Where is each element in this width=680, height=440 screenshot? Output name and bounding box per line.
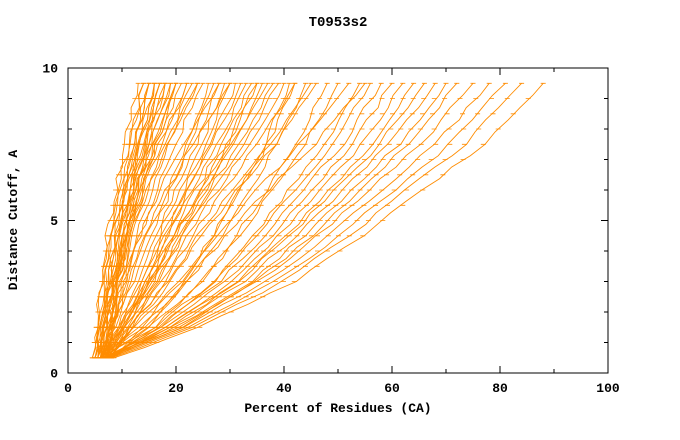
x-tick-label: 20 [168,381,184,396]
x-tick-label: 40 [276,381,292,396]
x-tick-label: 100 [596,381,620,396]
x-tick-label: 80 [492,381,508,396]
tick-labels: 0 20 40 60 80 100 0 5 10 [42,62,620,397]
y-tick-label: 10 [42,62,58,77]
x-tick-label: 60 [384,381,400,396]
chart-title: T0953s2 [309,15,368,31]
y-axis-label: Distance Cutoff, A [6,150,21,291]
x-axis-label: Percent of Residues (CA) [244,401,431,416]
axes-frame [67,67,609,374]
series-lines [89,82,546,359]
x-tick-label: 0 [64,381,72,396]
y-tick-label: 0 [50,367,58,382]
y-tick-label: 5 [50,214,58,229]
